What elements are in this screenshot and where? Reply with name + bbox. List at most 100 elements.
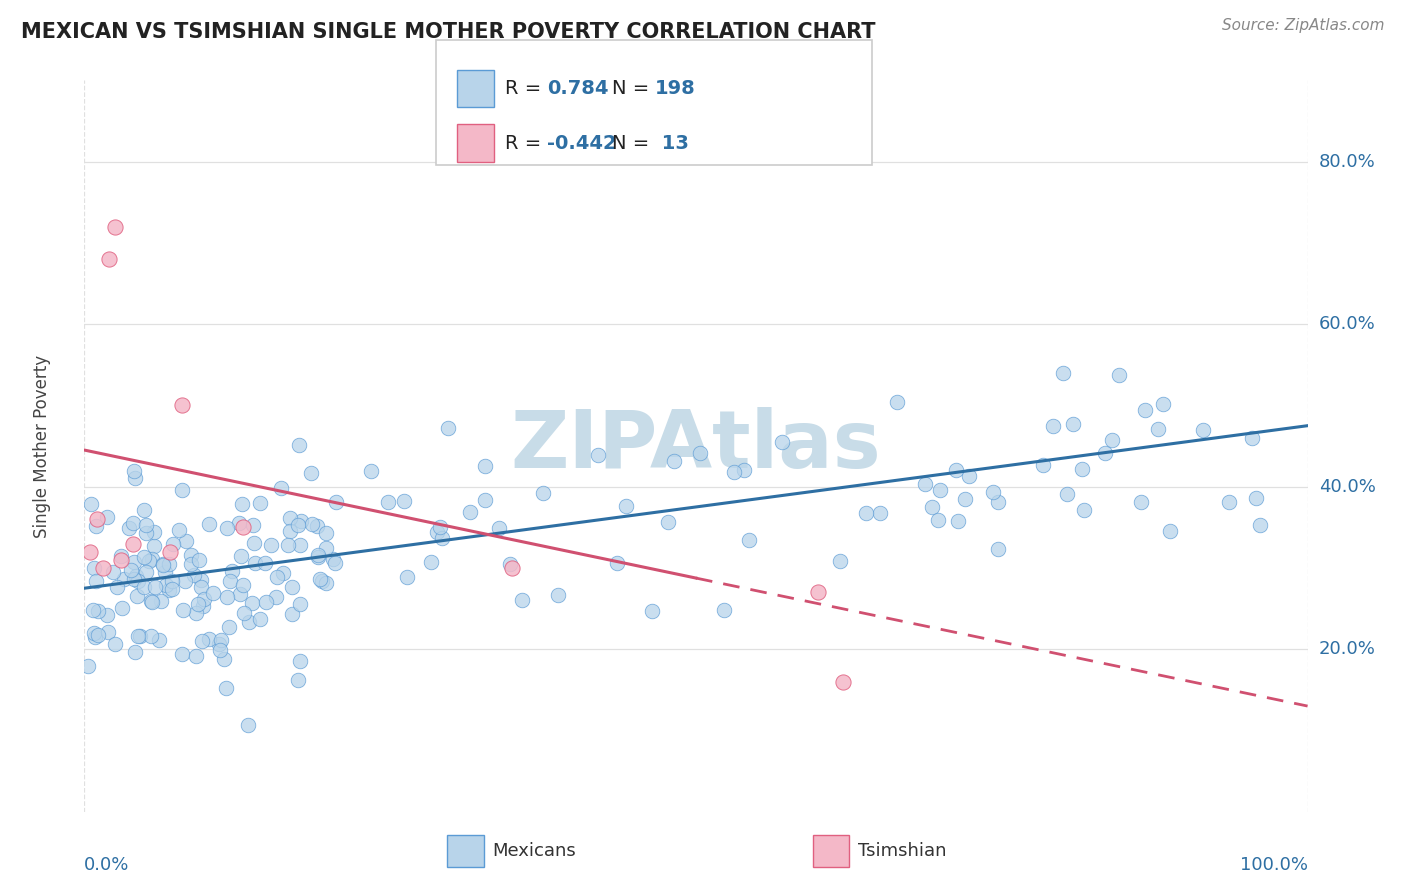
Point [928,483,950,497]
Point [737,533,759,547]
Point [180,557,202,571]
Point [208,637,231,651]
Point [172,603,194,617]
Text: Single Mother Poverty: Single Mother Poverty [32,354,51,538]
Point [167,523,190,537]
Point [190,573,212,587]
Point [315,575,337,590]
Point [233,607,256,621]
Point [311,574,333,588]
Point [830,554,852,568]
Point [458,505,481,519]
Point [141,551,163,566]
Text: Tsimshian: Tsimshian [858,842,946,860]
Point [215,681,238,696]
Point [254,556,277,570]
Point [1042,419,1064,434]
Point [122,516,145,530]
Text: 80.0%: 80.0% [1319,153,1375,170]
Point [921,500,943,514]
Point [474,458,496,473]
Point [172,398,194,412]
Point [606,556,628,570]
Point [141,595,163,609]
Point [232,520,254,534]
Point [395,570,418,584]
Point [221,564,243,578]
Point [831,674,853,689]
Point [1218,495,1240,509]
Point [127,574,149,588]
Text: 0.784: 0.784 [547,79,609,98]
Point [127,630,149,644]
Point [122,536,145,550]
Point [124,464,146,478]
Point [1052,366,1074,380]
Point [138,554,160,568]
Point [987,495,1010,509]
Point [1101,434,1123,448]
Point [110,549,132,563]
Point [112,572,135,586]
Point [723,466,745,480]
Point [299,466,322,480]
Point [288,654,311,668]
Point [150,594,173,608]
Point [191,633,214,648]
Text: -0.442: -0.442 [547,134,617,153]
Point [125,568,148,582]
Point [155,578,177,592]
Point [1159,524,1181,538]
Point [132,503,155,517]
Point [689,446,711,460]
Point [232,577,254,591]
Point [91,561,114,575]
Point [124,471,146,485]
Point [139,629,162,643]
Point [474,492,496,507]
Point [84,574,107,588]
Text: 40.0%: 40.0% [1319,477,1375,496]
Point [101,565,124,579]
Point [132,580,155,594]
Point [278,511,301,525]
Point [184,648,207,663]
Point [231,497,253,511]
Text: 198: 198 [655,79,696,98]
Point [953,492,976,507]
Text: R =: R = [505,79,547,98]
Text: 13: 13 [655,134,689,153]
Point [105,580,128,594]
Point [290,514,312,528]
Point [82,603,104,617]
Point [315,525,337,540]
Point [499,558,522,572]
Point [122,572,145,586]
Point [187,597,209,611]
Point [429,520,451,534]
Point [288,538,311,552]
Point [249,612,271,626]
Point [212,652,235,666]
Text: N =: N = [612,79,655,98]
Point [104,637,127,651]
Point [886,395,908,409]
Point [135,565,157,579]
Text: Source: ZipAtlas.com: Source: ZipAtlas.com [1222,18,1385,33]
Point [198,517,221,532]
Point [488,521,510,535]
Point [135,526,157,541]
Point [957,469,980,483]
Point [129,629,152,643]
Point [159,544,181,558]
Point [1147,422,1170,436]
Point [97,624,120,639]
Point [271,566,294,580]
Point [945,462,967,476]
Point [122,555,145,569]
Point [927,513,949,527]
Point [1108,368,1130,382]
Point [1032,458,1054,472]
Point [277,538,299,552]
Point [377,494,399,508]
